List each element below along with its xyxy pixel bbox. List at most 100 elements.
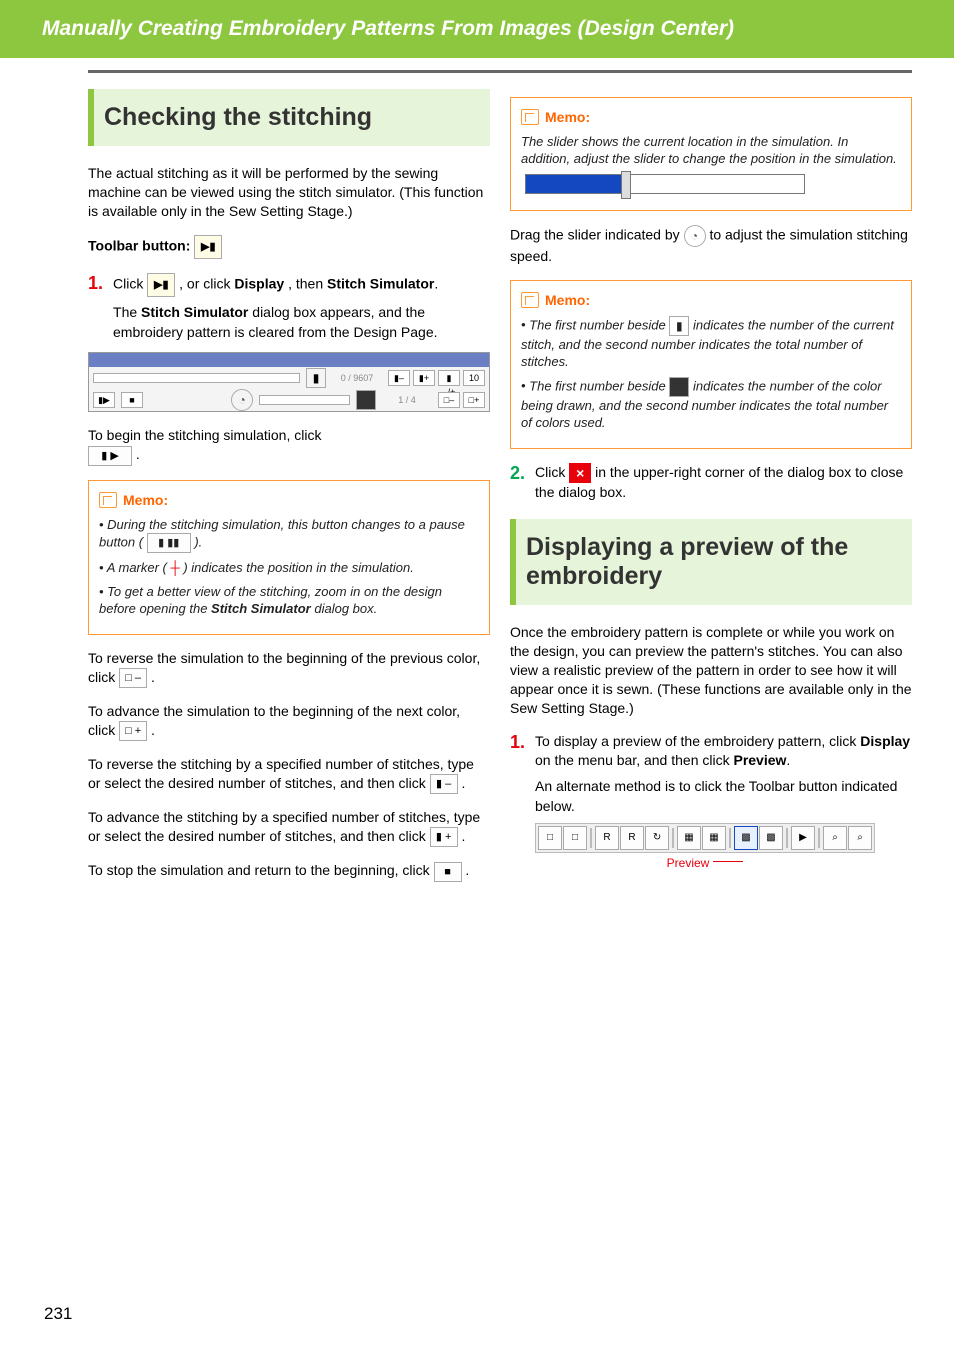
stop-button[interactable]: ■: [434, 862, 462, 882]
chapter-banner: Manually Creating Embroidery Patterns Fr…: [0, 0, 954, 58]
memo-icon: [521, 109, 539, 125]
reverse-stitch-text: To reverse the stitching by a specified …: [88, 755, 490, 794]
intro-paragraph: The actual stitching as it will be perfo…: [88, 164, 490, 221]
speed-slider[interactable]: [259, 395, 350, 405]
stitch-simulator-icon[interactable]: ▶▮: [147, 273, 175, 297]
memo3-item2: The first number beside indicates the nu…: [521, 377, 901, 432]
text: To reverse the stitching by a specified …: [88, 756, 474, 791]
stitch-simulator-toolbar-icon[interactable]: ▶▮: [194, 235, 222, 259]
advance-color-text: To advance the simulation to the beginni…: [88, 702, 490, 741]
play-btn[interactable]: ▮▶: [93, 392, 115, 408]
sim-slider[interactable]: [93, 373, 300, 383]
section2-step-1: 1. To display a preview of the embroider…: [510, 732, 912, 873]
reverse-color-text: To reverse the simulation to the beginni…: [88, 649, 490, 688]
play-button[interactable]: ▮ ▶: [88, 446, 132, 466]
text: To stop the simulation and return to the…: [88, 862, 434, 878]
left-column: Checking the stitching The actual stitch…: [88, 89, 490, 896]
speed-dial-icon: ◔: [684, 225, 706, 247]
step-number: 2.: [510, 463, 525, 484]
text: An alternate method is to click the Tool…: [535, 777, 912, 817]
memo1-item2: A marker ( ┼ ) indicates the position in…: [99, 559, 479, 577]
memo-title: Memo:: [545, 291, 590, 310]
toolbar-button-row: Toolbar button: ▶▮: [88, 235, 490, 259]
text: To display a preview of the embroidery p…: [535, 733, 860, 749]
toolbar-strip: □ □ R R ↻ ▦ ▦ ▩ ▩ ▶: [535, 823, 875, 853]
text: The slider shows the current location in…: [521, 133, 901, 168]
tool-btn[interactable]: □: [538, 826, 562, 850]
tool-btn[interactable]: R: [595, 826, 619, 850]
tool-btn[interactable]: ⌕: [848, 826, 872, 850]
step-1: 1. Click ▶▮ , or click Display , then St…: [88, 273, 490, 343]
stitch-simulator-menu: Stitch Simulator: [327, 275, 434, 291]
sim-titlebar: [89, 353, 489, 367]
page-number: 231: [44, 1304, 72, 1324]
text: ).: [194, 534, 202, 549]
tool-btn[interactable]: ▩: [759, 826, 783, 850]
spool-icon: [356, 390, 376, 410]
memo3-item1: The first number beside ▮ indicates the …: [521, 316, 901, 371]
section-title: Checking the stitching: [104, 103, 478, 132]
section2-intro: Once the embroidery pattern is complete …: [510, 623, 912, 717]
text: ) indicates the position in the simulati…: [183, 560, 414, 575]
tool-btn[interactable]: ▶: [791, 826, 815, 850]
needle-icon: ▮: [669, 316, 689, 336]
advance-stitch-text: To advance the stitching by a specified …: [88, 808, 490, 847]
tool-btn[interactable]: ▦: [677, 826, 701, 850]
color-back-btn[interactable]: □–: [438, 392, 460, 408]
memo-box-1: Memo: During the stitching simulation, t…: [88, 480, 490, 635]
section-title: Displaying a preview of the embroidery: [526, 533, 900, 591]
chapter-title: Manually Creating Embroidery Patterns Fr…: [42, 17, 734, 41]
stitch-fwd-btn[interactable]: ▮+: [413, 370, 435, 386]
memo1-item3: To get a better view of the stitching, z…: [99, 583, 479, 618]
stitch-fwd-button[interactable]: ▮ +: [430, 827, 458, 847]
separator: [590, 828, 592, 848]
memo-icon: [521, 292, 539, 308]
prev-color-button[interactable]: □ –: [119, 668, 147, 688]
stitch-simulator-screenshot: ▮ 0 / 9607 ▮– ▮+ ▮ –/+ 10 ▮▶ ■ ◔ 1 / 4 □…: [88, 352, 490, 412]
step-number: 1.: [88, 273, 103, 294]
preview-callout: Preview: [535, 855, 875, 872]
step-2-content: Click × in the upper-right corner of the…: [535, 463, 912, 503]
tool-btn[interactable]: ⌕: [823, 826, 847, 850]
preview-menu: Preview: [733, 752, 786, 768]
text: Drag the slider indicated by: [510, 227, 684, 243]
stitch-count: 0 / 9607: [332, 373, 382, 383]
color-fwd-btn[interactable]: □+: [463, 392, 485, 408]
text: The first number beside: [529, 317, 669, 332]
stitch-back-btn[interactable]: ▮–: [388, 370, 410, 386]
memo2-body: The slider shows the current location in…: [521, 133, 901, 194]
speed-icon: ◔: [231, 389, 253, 411]
stop-btn[interactable]: ■: [121, 392, 143, 408]
spool-icon: [669, 377, 689, 397]
preview-callout-text: Preview: [667, 855, 710, 872]
separator: [786, 828, 788, 848]
page-body: Checking the stitching The actual stitch…: [88, 89, 912, 896]
section2-step1-content: To display a preview of the embroidery p…: [535, 732, 912, 873]
text: The first number beside: [529, 378, 669, 393]
tool-btn[interactable]: R: [620, 826, 644, 850]
text: , then: [288, 275, 327, 291]
preview-tool-btn[interactable]: ▩: [734, 826, 758, 850]
section-heading-2: Displaying a preview of the embroidery: [510, 519, 912, 605]
step-1-line2: The Stitch Simulator dialog box appears,…: [113, 303, 490, 343]
close-icon[interactable]: ×: [569, 463, 591, 483]
separator: [729, 828, 731, 848]
section-heading: Checking the stitching: [88, 89, 490, 146]
memo1-item1: During the stitching simulation, this bu…: [99, 516, 479, 554]
memo-box-2: Memo: The slider shows the current locat…: [510, 97, 912, 211]
tool-btn[interactable]: □: [563, 826, 587, 850]
tool-btn[interactable]: ↻: [645, 826, 669, 850]
stitch-back-button[interactable]: ▮ –: [430, 774, 458, 794]
memo-box-3: Memo: The first number beside ▮ indicate…: [510, 280, 912, 449]
step-2: 2. Click × in the upper-right corner of …: [510, 463, 912, 503]
stitch-jump-btn[interactable]: ▮ –/+: [438, 370, 460, 386]
stitch-step-input[interactable]: 10: [463, 370, 485, 386]
text: Click: [535, 464, 569, 480]
toolbar-label: Toolbar button:: [88, 237, 190, 253]
pause-button[interactable]: ▮ ▮▮: [147, 533, 191, 553]
tool-btn[interactable]: ▦: [702, 826, 726, 850]
memo-title: Memo:: [545, 108, 590, 127]
header-rule: [88, 70, 912, 73]
next-color-button[interactable]: □ +: [119, 721, 147, 741]
position-slider[interactable]: [525, 174, 805, 194]
